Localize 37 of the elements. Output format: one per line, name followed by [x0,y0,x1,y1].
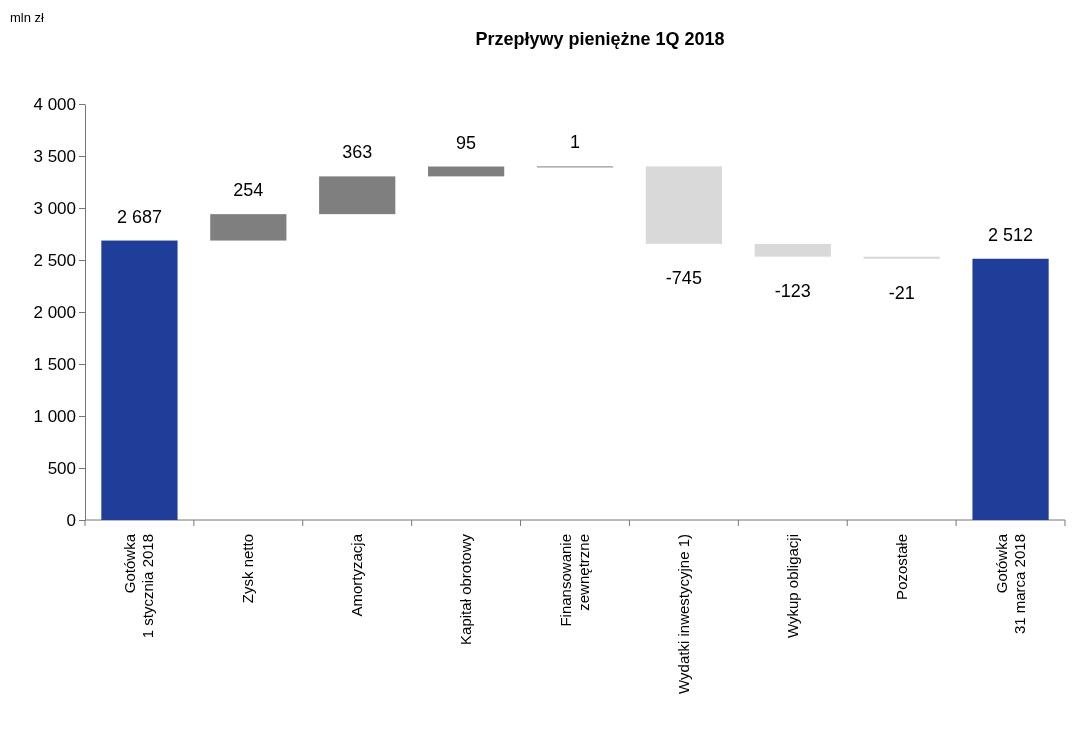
x-tick-label: Finansowanie zewnętrzne [557,534,592,627]
bar [645,166,722,244]
x-tick-label: Wydatki inwestycyjne 1) [674,534,692,694]
data-label: 363 [342,142,373,163]
bar [972,258,1049,520]
y-tick-label: 1 500 [33,354,76,374]
bar [101,240,178,520]
y-tick-label: 1 000 [33,406,76,426]
y-tick-label: 0 [66,510,76,530]
x-tick-label: Zysk netto [239,534,257,604]
data-label: 95 [456,132,477,153]
data-label: 1 [569,132,581,153]
data-label: -745 [665,267,702,288]
text: mln zł [10,10,45,25]
bar [319,176,396,215]
data-label: 2 687 [116,206,162,227]
bar [863,256,940,259]
y-tick-label: 4 000 [33,94,76,114]
data-label: -123 [774,280,811,301]
data-label: -21 [888,282,915,303]
x-tick-label: Gotówka 1 stycznia 2018 [121,533,157,639]
x-tick-label: Gotówka 31 marca 2018 [992,533,1028,635]
data-label: 2 512 [988,224,1034,245]
x-tick-label: Wykup obligacji [783,534,801,639]
bar [754,243,831,257]
y-tick-label: 500 [47,458,76,478]
y-tick-label: 3 000 [33,198,76,218]
bar [210,214,287,241]
data-label: 254 [233,180,264,201]
y-tick-label: 3 500 [33,146,76,166]
x-tick-label: Amortyzacja [348,533,366,617]
y-tick-label: 2 500 [33,250,76,270]
x-tick-label: Pozostałe [892,534,910,600]
bar [428,166,505,177]
x-tick-label: Kapitał obrotowy [457,533,475,645]
y-tick-label: 2 000 [33,302,76,322]
chart-title: Przepływy pieniężne 1Q 2018 [475,29,725,49]
